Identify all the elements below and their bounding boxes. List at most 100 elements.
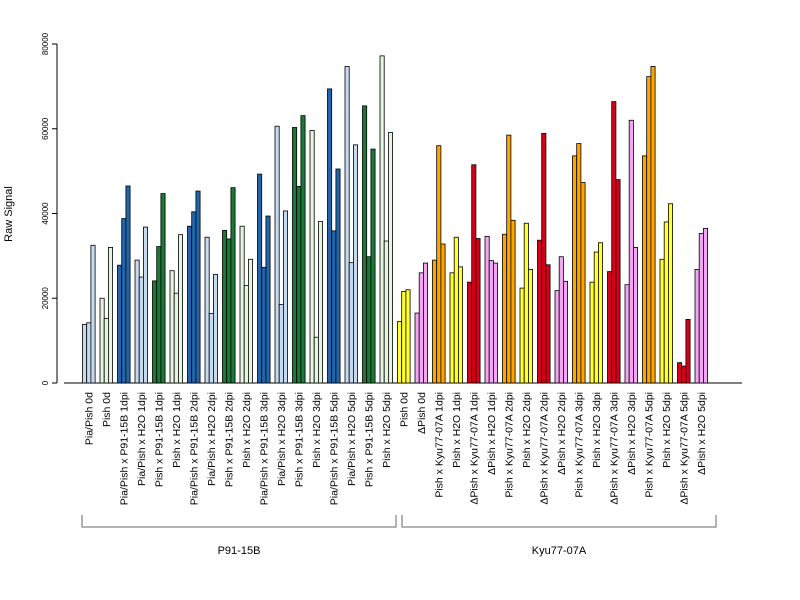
bar-34-0 [677, 362, 683, 384]
bar-26-0 [537, 239, 543, 384]
bar-29-1 [593, 251, 599, 384]
bar-34-1 [681, 365, 687, 384]
bar-21-0 [449, 272, 455, 384]
bar-11-0 [274, 125, 280, 384]
x-tick-label: Pish x H2O 1dpi [451, 392, 463, 468]
bar-21-2 [457, 266, 463, 384]
bar-2-2 [125, 185, 131, 384]
bar-0-2 [90, 244, 96, 384]
bar-32-2 [650, 66, 656, 384]
x-tick-label: Pish 0d [398, 392, 410, 427]
bar-8-1 [226, 238, 232, 384]
x-tick-label: Pish x P91-15B 5dpi [363, 392, 375, 487]
x-tick-label: ΔPish x Kyu77-07A 2dpi [538, 392, 550, 505]
bar-35-2 [703, 227, 709, 384]
bar-16-1 [366, 256, 372, 384]
bar-23-2 [492, 262, 498, 384]
bars [82, 55, 709, 384]
bar-13-1 [313, 336, 319, 384]
x-tick-label: Pish x H2O 2dpi [521, 392, 533, 468]
bar-18-2 [405, 289, 411, 384]
bar-17-2 [387, 132, 393, 384]
x-tick-labels: Pia/Pish 0d Pish 0d Pia/Pish x P91-15B 1dp… [83, 392, 708, 505]
bar-19-1 [418, 272, 424, 384]
bar-24-2 [510, 219, 516, 384]
bar-7-2 [212, 274, 218, 384]
bar-9-0 [239, 225, 245, 384]
x-tick-label: ΔPish x H2O 1dpi [486, 392, 498, 475]
bar-33-0 [659, 258, 665, 384]
bar-11-2 [282, 210, 288, 384]
x-tick-label: Pia/Pish 0d [83, 392, 95, 445]
bar-30-1 [611, 101, 617, 384]
x-tick-label: Pish x P91-15B 3dpi [293, 392, 305, 487]
bar-12-0 [292, 127, 298, 384]
bar-30-2 [615, 179, 621, 384]
bar-20-0 [432, 259, 438, 384]
bar-31-2 [633, 246, 639, 384]
bar-26-1 [541, 133, 547, 384]
bar-28-1 [576, 143, 582, 384]
group-label: Kyu77-07A [532, 545, 587, 557]
bar-10-0 [257, 173, 263, 384]
bar-35-0 [694, 269, 700, 384]
bar-25-0 [519, 287, 525, 384]
x-tick-label: Pish x Kyu77-07A 3dpi [573, 392, 585, 498]
bar-20-1 [436, 145, 442, 384]
x-tick-label: ΔPish x H2O 2dpi [556, 392, 568, 475]
x-tick-label: Pia/Pish x H2O 3dpi [276, 392, 288, 486]
group-brackets: P91-15B Kyu77-07A [81, 515, 717, 557]
bar-15-2 [352, 144, 358, 384]
bar-33-1 [663, 221, 669, 384]
bar-28-2 [580, 182, 586, 384]
bar-31-0 [624, 284, 630, 384]
bar-12-2 [300, 115, 306, 384]
x-tick-label: Pish x P91-15B 2dpi [223, 392, 235, 487]
bar-7-0 [204, 236, 210, 384]
bar-6-0 [187, 225, 193, 384]
bar-4-1 [156, 246, 162, 384]
bar-34-2 [685, 319, 691, 384]
bar-22-2 [475, 238, 481, 384]
bar-4-2 [160, 193, 166, 384]
bar-19-2 [422, 262, 428, 384]
x-tick-label: Pish x H2O 1dpi [171, 392, 183, 468]
x-tick-label: Pish x H2O 3dpi [311, 392, 323, 468]
x-tick-label: ΔPish x Kyu77-07A 5dpi [678, 392, 690, 505]
bar-1-1 [103, 318, 109, 384]
bar-12-1 [296, 185, 302, 384]
bar-29-2 [598, 242, 604, 384]
bar-28-0 [572, 155, 578, 384]
bar-16-2 [370, 148, 376, 384]
bar-5-1 [173, 292, 179, 384]
x-tick-label: Pia/Pish x H2O 2dpi [206, 392, 218, 486]
bar-27-1 [558, 256, 564, 384]
bar-19-0 [414, 312, 420, 384]
y-tick-label: 20000 [41, 287, 50, 310]
bar-14-1 [331, 230, 337, 384]
bar-10-2 [265, 215, 271, 384]
bar-29-0 [589, 281, 595, 384]
x-tick-label: ΔPish 0d [416, 392, 428, 434]
bar-15-0 [344, 66, 350, 384]
bar-31-1 [628, 119, 634, 384]
bar-3-1 [138, 276, 144, 384]
x-tick-label: ΔPish x H2O 5dpi [696, 392, 708, 475]
x-tick-label: Pish x H2O 3dpi [591, 392, 603, 468]
group-bracket-1 [401, 515, 717, 528]
x-tick-label: Pish x P91-15B 1dpi [153, 392, 165, 487]
group-label: P91-15B [218, 545, 261, 557]
bar-0-0 [82, 324, 88, 384]
bar-6-2 [195, 190, 201, 384]
bar-9-1 [243, 285, 249, 384]
bar-23-0 [484, 235, 490, 384]
bar-10-1 [261, 266, 267, 384]
bar-0-1 [86, 322, 92, 384]
x-tick-label: Pish x Kyu77-07A 2dpi [503, 392, 515, 498]
bar-30-0 [607, 271, 613, 384]
bar-2-0 [117, 264, 123, 384]
bar-32-1 [646, 76, 652, 384]
bar-8-2 [230, 187, 236, 384]
x-tick-label: Pia/Pish x H2O 5dpi [346, 392, 358, 486]
